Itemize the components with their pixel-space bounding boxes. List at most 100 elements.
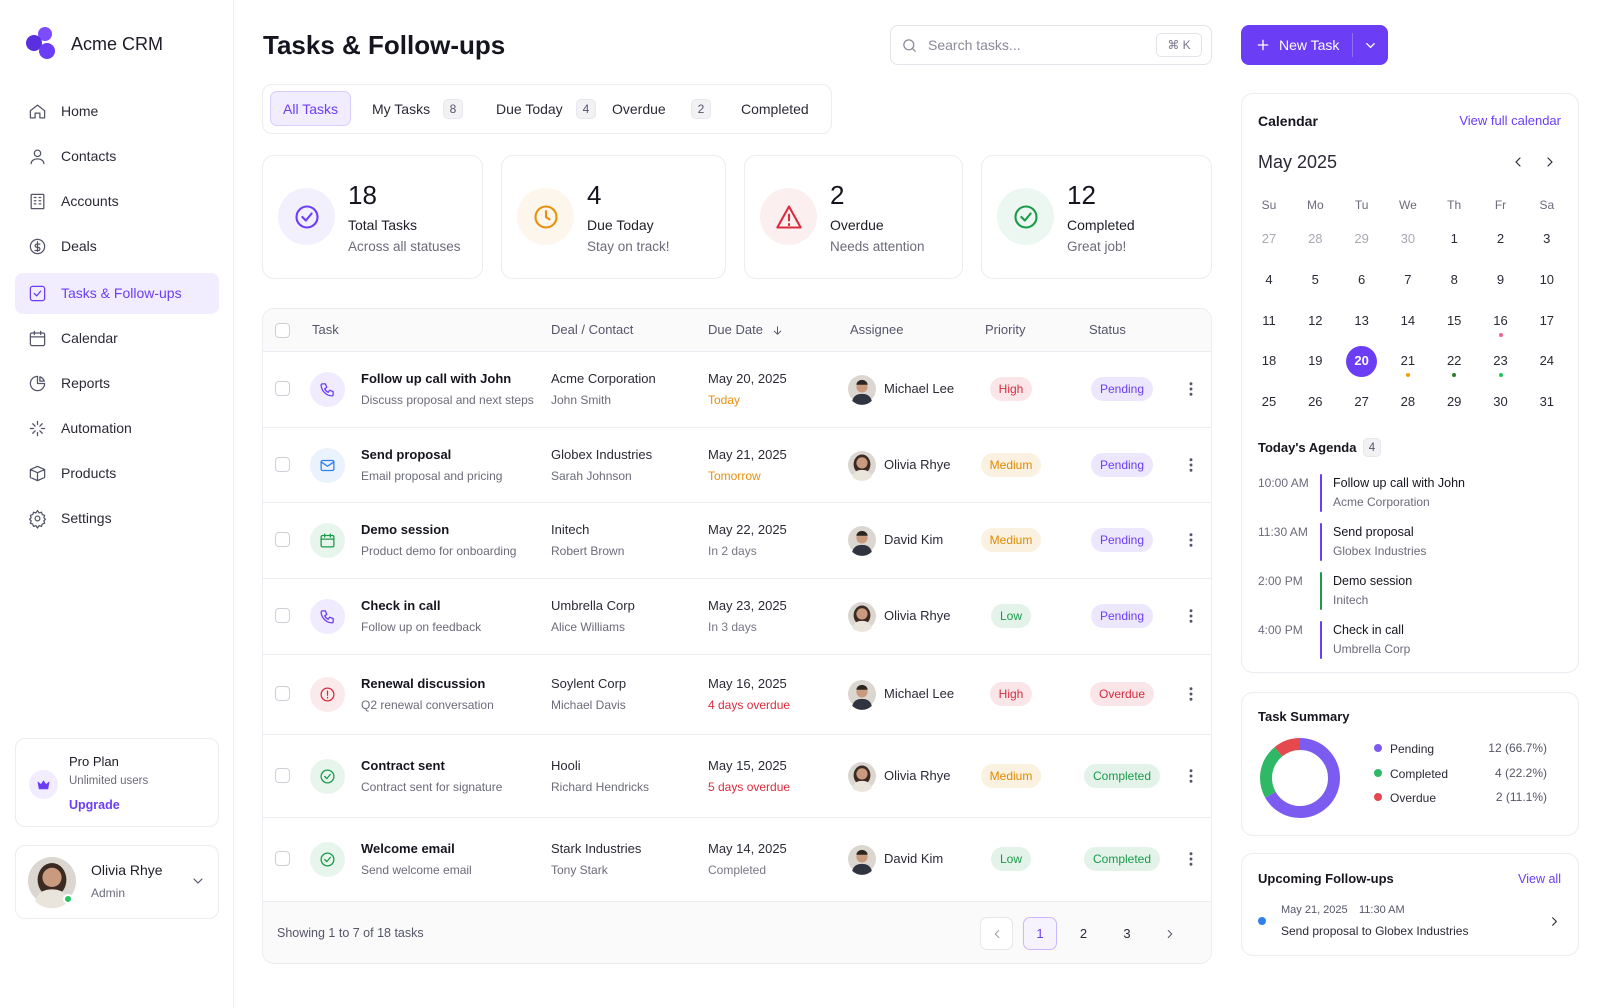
calendar-day[interactable]: 25 xyxy=(1261,394,1277,409)
calendar-day[interactable]: 20 xyxy=(1354,353,1369,368)
nav-label[interactable]: Calendar xyxy=(61,330,118,346)
user-card[interactable] xyxy=(15,845,219,919)
deal-company: Hooli xyxy=(551,757,581,773)
dots-icon[interactable] xyxy=(1182,531,1200,549)
nav-label[interactable]: Automation xyxy=(61,420,132,436)
row-checkbox[interactable] xyxy=(275,686,290,701)
down-icon[interactable] xyxy=(1363,38,1378,53)
dots-icon[interactable] xyxy=(1182,850,1200,868)
calendar-day[interactable]: 7 xyxy=(1404,272,1412,287)
page-button[interactable] xyxy=(1023,917,1057,950)
calendar-day[interactable]: 16 xyxy=(1493,313,1508,328)
row-checkbox[interactable] xyxy=(275,608,290,623)
calendar-day[interactable]: 1 xyxy=(1450,231,1458,246)
row-checkbox[interactable] xyxy=(275,851,290,866)
tab[interactable]: My Tasks xyxy=(372,101,431,117)
page-number[interactable]: 1 xyxy=(1036,925,1044,941)
tab[interactable]: Overdue xyxy=(612,101,666,117)
calendar-day[interactable]: 26 xyxy=(1308,394,1323,409)
icon-part xyxy=(994,929,999,938)
icon-part xyxy=(852,698,872,710)
due-date: May 21, 2025 xyxy=(708,446,787,462)
calendar-day[interactable]: 19 xyxy=(1308,353,1323,368)
row-checkbox[interactable] xyxy=(275,381,290,396)
nav-label[interactable]: Accounts xyxy=(61,193,119,209)
dots-icon[interactable] xyxy=(1182,685,1200,703)
calendar-day[interactable]: 4 xyxy=(1265,272,1273,287)
calendar-day[interactable]: 2 xyxy=(1496,231,1505,246)
event-dot xyxy=(1452,373,1457,377)
calendar-day[interactable]: 6 xyxy=(1357,272,1366,287)
calendar-day[interactable]: 3 xyxy=(1543,231,1551,246)
dots-icon[interactable] xyxy=(1182,456,1200,474)
calendar-day[interactable]: 5 xyxy=(1311,272,1319,287)
right-icon[interactable] xyxy=(1542,154,1558,170)
calendar-day[interactable]: 18 xyxy=(1261,353,1277,368)
calendar-day[interactable]: 23 xyxy=(1493,353,1508,368)
nav-label[interactable]: Deals xyxy=(61,238,97,254)
calendar-day[interactable]: 31 xyxy=(1539,394,1555,409)
followups-link[interactable]: View all xyxy=(1518,872,1561,886)
row-checkbox[interactable] xyxy=(275,767,290,783)
new-task-label[interactable]: New Task xyxy=(1279,37,1340,53)
dots-icon[interactable] xyxy=(1182,767,1200,785)
calendar-day[interactable]: 21 xyxy=(1400,353,1416,368)
calendar-day[interactable]: 28 xyxy=(1308,231,1323,246)
calendar-day[interactable]: 24 xyxy=(1539,353,1555,368)
calendar-day[interactable]: 28 xyxy=(1400,394,1416,409)
assignee: David Kim xyxy=(884,851,944,866)
stat-card xyxy=(744,155,963,279)
calendar-day[interactable]: 27 xyxy=(1354,394,1369,409)
calendar-day[interactable]: 29 xyxy=(1446,394,1462,409)
icon-part xyxy=(1189,614,1193,618)
calendar-day[interactable]: 13 xyxy=(1354,313,1369,328)
left-icon[interactable] xyxy=(1510,154,1526,170)
right-icon[interactable] xyxy=(1547,914,1562,929)
nav-label[interactable]: Settings xyxy=(61,510,112,526)
calendar-day[interactable]: 27 xyxy=(1261,231,1277,246)
agenda-time: 11:30 AM xyxy=(1258,525,1308,539)
calendar-day[interactable]: 30 xyxy=(1493,394,1508,409)
tab-count-bg xyxy=(691,99,711,119)
page-number[interactable]: 3 xyxy=(1123,925,1131,941)
right-icon[interactable] xyxy=(1163,927,1177,941)
prev-page[interactable] xyxy=(980,917,1013,950)
calendar-day[interactable]: 29 xyxy=(1354,231,1369,246)
calendar-day[interactable]: 14 xyxy=(1400,313,1416,328)
calendar-day[interactable]: 9 xyxy=(1496,272,1505,287)
tab[interactable]: Due Today xyxy=(496,101,563,117)
dots-icon[interactable] xyxy=(1182,607,1200,625)
nav-label[interactable]: Contacts xyxy=(61,148,117,164)
nav-label[interactable]: Products xyxy=(61,465,117,481)
column-header[interactable]: Due Date xyxy=(708,322,763,337)
page-number[interactable]: 2 xyxy=(1079,925,1088,941)
row-checkbox[interactable] xyxy=(275,532,290,547)
calendar-day[interactable]: 17 xyxy=(1539,313,1555,328)
tab[interactable]: Completed xyxy=(741,101,809,117)
nav-label[interactable]: Home xyxy=(61,103,99,119)
phone-icon xyxy=(320,610,334,624)
followup-text: Send proposal to Globex Industries xyxy=(1281,924,1469,938)
header-checkbox[interactable] xyxy=(275,323,290,338)
agenda-bar xyxy=(1320,523,1322,561)
dots-icon[interactable] xyxy=(1182,380,1200,398)
down-icon[interactable] xyxy=(190,873,206,889)
icon-part xyxy=(29,238,45,254)
deal-company: Acme Corporation xyxy=(551,371,656,386)
calendar-day[interactable]: 12 xyxy=(1308,313,1323,328)
calendar-day[interactable]: 10 xyxy=(1539,272,1555,287)
donut-segment xyxy=(1260,738,1340,818)
calendar-day[interactable]: 30 xyxy=(1400,231,1416,246)
tab[interactable]: All Tasks xyxy=(283,101,338,117)
nav-label[interactable]: Tasks & Follow-ups xyxy=(61,285,182,301)
calendar-day[interactable]: 8 xyxy=(1450,272,1458,287)
calendar-day[interactable]: 15 xyxy=(1446,313,1462,328)
plan-upgrade[interactable]: Upgrade xyxy=(69,798,120,812)
calendar-day[interactable]: 22 xyxy=(1446,353,1462,368)
nav-label[interactable]: Reports xyxy=(61,375,111,391)
row-checkbox[interactable] xyxy=(275,456,290,472)
calendar-link[interactable]: View full calendar xyxy=(1459,113,1561,128)
calendar-day[interactable]: 11 xyxy=(1262,313,1276,328)
search-box[interactable] xyxy=(890,25,1212,65)
status-badge-wrap: Pending xyxy=(1022,452,1222,477)
